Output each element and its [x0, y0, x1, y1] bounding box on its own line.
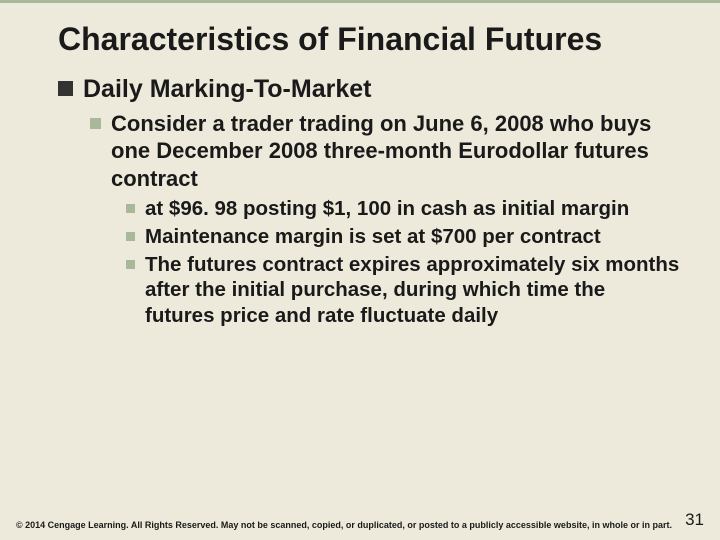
square-bullet-icon	[58, 81, 73, 96]
level2-container: Consider a trader trading on June 6, 200…	[58, 110, 680, 329]
slide-title: Characteristics of Financial Futures	[58, 21, 680, 58]
square-bullet-icon	[126, 260, 135, 269]
level3-text: Maintenance margin is set at $700 per co…	[145, 224, 601, 250]
page-number: 31	[685, 510, 704, 530]
bullet-level3: The futures contract expires approximate…	[126, 252, 680, 329]
level1-text: Daily Marking-To-Market	[83, 74, 371, 104]
square-bullet-icon	[126, 204, 135, 213]
copyright-text: © 2014 Cengage Learning. All Rights Rese…	[16, 520, 672, 530]
bullet-level2: Consider a trader trading on June 6, 200…	[90, 110, 680, 193]
level2-text: Consider a trader trading on June 6, 200…	[111, 110, 680, 193]
bullet-level3: Maintenance margin is set at $700 per co…	[126, 224, 680, 250]
slide-body: Characteristics of Financial Futures Dai…	[0, 3, 720, 328]
square-bullet-icon	[90, 118, 101, 129]
bullet-level3: at $96. 98 posting $1, 100 in cash as in…	[126, 196, 680, 222]
level3-container: at $96. 98 posting $1, 100 in cash as in…	[90, 196, 680, 328]
level3-text: The futures contract expires approximate…	[145, 252, 680, 329]
level3-text: at $96. 98 posting $1, 100 in cash as in…	[145, 196, 629, 222]
slide-footer: © 2014 Cengage Learning. All Rights Rese…	[16, 510, 704, 530]
bullet-level1: Daily Marking-To-Market	[58, 74, 680, 104]
square-bullet-icon	[126, 232, 135, 241]
